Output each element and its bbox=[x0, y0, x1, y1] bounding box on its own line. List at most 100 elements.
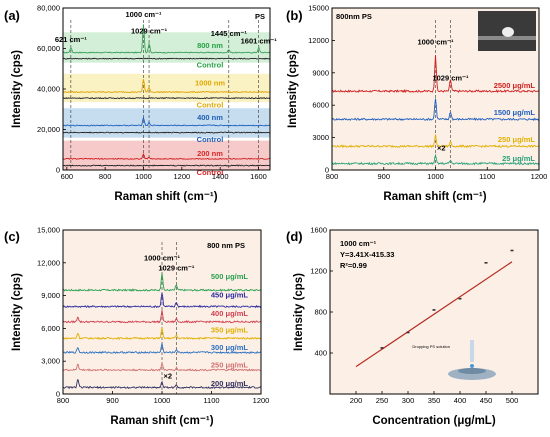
x-tick-label: 250 bbox=[376, 396, 389, 405]
y-ticks: 0 20,000 40,000 60,000 80,000 bbox=[37, 4, 66, 175]
data-point bbox=[484, 262, 488, 264]
x-tick-label: 1000 bbox=[427, 172, 444, 181]
spectrum-line bbox=[62, 310, 262, 324]
series-label: 500 μg/mL bbox=[211, 272, 249, 281]
x-tick-label: 1100 bbox=[479, 172, 495, 181]
y-tick-label: 0 bbox=[325, 166, 329, 175]
spectrum-line bbox=[62, 327, 262, 341]
y-ticks: 400 800 1200 1600 bbox=[310, 226, 333, 358]
y-tick-label: 0 bbox=[56, 390, 60, 399]
fit-annotation-line-2: Y=3.41X-415.33 bbox=[340, 250, 394, 259]
series-label: 350 μg/mL bbox=[211, 326, 249, 335]
y-axis-label: Intensity (cps) bbox=[293, 273, 305, 351]
spectra bbox=[62, 24, 271, 167]
spectrum-line bbox=[62, 116, 271, 127]
series-label: Control bbox=[197, 168, 224, 177]
peak-label: 621 cm⁻¹ bbox=[55, 35, 87, 44]
panel-b: 2500 μg/mL 1500 μg/mL 250 μg/mL 25 μg/mL 10… bbox=[286, 4, 547, 204]
x-axis-label: Concentration (μg/mL) bbox=[372, 415, 495, 427]
panel-label: (a) bbox=[4, 8, 20, 23]
series-label: Control bbox=[197, 135, 224, 144]
droplet-shape bbox=[502, 27, 514, 37]
x-tick-label: 1400 bbox=[212, 172, 229, 181]
spectrum-line bbox=[62, 164, 270, 167]
spectrum-line bbox=[62, 79, 271, 94]
y-tick-label: 6000 bbox=[312, 101, 329, 110]
x-tick-label: 800 bbox=[326, 172, 339, 181]
panel-label: (c) bbox=[4, 229, 20, 244]
series-labels: 500 μg/mL 450 μg/mL 400 μg/mL 350 μg/mL 300 … bbox=[211, 272, 249, 388]
spectrum-line bbox=[331, 55, 540, 94]
series-label: 200 nm bbox=[197, 149, 223, 158]
panel-c: 500 μg/mL 450 μg/mL 400 μg/mL 350 μg/mL 300 … bbox=[4, 226, 269, 428]
peak-label: 1445 cm⁻¹ bbox=[211, 29, 248, 38]
series-label: 1500 μg/mL bbox=[494, 108, 536, 117]
x-tick-label: 1600 bbox=[250, 172, 267, 181]
spectra bbox=[62, 273, 262, 390]
x-tick-label: 1000 bbox=[135, 172, 152, 181]
x-ticks: 600 800 1000 1200 1400 1600 bbox=[61, 167, 267, 181]
spectrum-line bbox=[62, 131, 271, 134]
x-tick-label: 800 bbox=[99, 172, 112, 181]
peak-label: 1029 cm⁻¹ bbox=[131, 26, 168, 35]
series-labels: 2500 μg/mL 1500 μg/mL 250 μg/mL 25 μg/mL bbox=[494, 81, 536, 163]
y-tick-label: 15000 bbox=[308, 4, 329, 13]
peak-label: 1000 cm⁻¹ bbox=[144, 254, 181, 263]
droplet-illustration-inset: Dropping PS solution bbox=[412, 340, 496, 380]
data-point bbox=[380, 347, 384, 349]
panel-label: (d) bbox=[286, 229, 303, 244]
y-axis-label: Intensity (cps) bbox=[287, 50, 299, 128]
x-axis-label: Raman shift (cm⁻¹) bbox=[110, 415, 213, 427]
peak-label: 1601 cm⁻¹ bbox=[241, 36, 278, 45]
y-tick-label: 1200 bbox=[310, 267, 327, 276]
fit-annotation-line-3: R²=0.99 bbox=[340, 261, 367, 270]
inset-caption: Dropping PS solution bbox=[412, 344, 450, 349]
series-label: 2500 μg/mL bbox=[494, 81, 536, 90]
series-label: 1000 nm bbox=[195, 79, 225, 88]
spectrum-line bbox=[331, 98, 540, 122]
series-label: 250 μg/mL bbox=[211, 361, 249, 370]
scale-note: ×2 bbox=[437, 144, 446, 153]
x-tick-label: 900 bbox=[106, 396, 119, 405]
peak-label: 1029 cm⁻¹ bbox=[158, 263, 195, 272]
peak-label: 1029 cm⁻¹ bbox=[432, 73, 469, 82]
series-label: 400 nm bbox=[197, 113, 223, 122]
droplet-photo-inset bbox=[478, 11, 536, 51]
series-label: 450 μg/mL bbox=[211, 291, 249, 300]
y-tick-label: 1600 bbox=[310, 226, 327, 235]
fit-annotation-line-1: 1000 cm⁻¹ bbox=[340, 239, 377, 248]
photo-surface bbox=[478, 36, 536, 40]
x-ticks: 800 900 1000 1100 1200 bbox=[57, 391, 269, 405]
peak-label: 1000 cm⁻¹ bbox=[417, 38, 454, 47]
spectrum-line bbox=[63, 97, 271, 100]
x-tick-label: 1000 bbox=[154, 396, 171, 405]
peak-labels: 621 cm⁻¹ 1000 cm⁻¹ 1029 cm⁻¹ 1445 cm⁻¹1601 … bbox=[55, 10, 277, 45]
data-point bbox=[432, 309, 436, 311]
y-tick-label: 60,000 bbox=[37, 44, 60, 53]
x-tick-label: 900 bbox=[377, 172, 390, 181]
x-ticks: 200 250 300 350 400 450 500 bbox=[350, 391, 518, 405]
spectrum-line bbox=[62, 273, 262, 292]
peak-label: 1000 cm⁻¹ bbox=[125, 10, 162, 19]
y-axis-label: Intensity (cps) bbox=[11, 273, 23, 351]
x-tick-label: 800 bbox=[57, 396, 70, 405]
y-tick-label: 6,000 bbox=[41, 324, 60, 333]
x-tick-label: 1200 bbox=[173, 172, 190, 181]
series-label: 400 μg/mL bbox=[211, 309, 249, 318]
drop-shape bbox=[470, 364, 474, 368]
peak-guide-lines bbox=[435, 20, 451, 170]
y-tick-label: 9,000 bbox=[41, 291, 60, 300]
panel-a: 800 nm Control 1000 nm Control 400 nm Control… bbox=[4, 4, 277, 204]
data-point bbox=[458, 297, 462, 300]
fit-line bbox=[355, 261, 513, 368]
spectrum-line bbox=[62, 153, 270, 160]
y-tick-label: 400 bbox=[314, 349, 327, 358]
x-tick-label: 1100 bbox=[203, 396, 219, 405]
x-tick-label: 600 bbox=[61, 172, 74, 181]
panel-corner-text: 800 nm PS bbox=[207, 241, 245, 250]
series-label: 250 μg/mL bbox=[498, 135, 536, 144]
y-tick-label: 15,000 bbox=[37, 226, 60, 235]
panel-corner-text: 800nm PS bbox=[336, 12, 372, 21]
scale-note: ×2 bbox=[163, 372, 172, 381]
x-tick-label: 300 bbox=[402, 396, 415, 405]
